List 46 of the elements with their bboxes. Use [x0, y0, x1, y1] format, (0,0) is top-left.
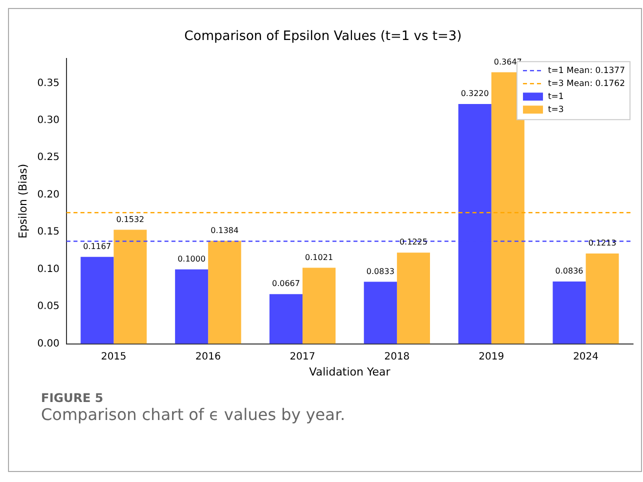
caption: FIGURE 5: [41, 391, 104, 405]
x-axis-title: Validation Year: [309, 365, 391, 378]
bar: [80, 256, 114, 344]
y-tick-label: 0.30: [37, 115, 60, 126]
y-tick-label: 0.15: [37, 226, 60, 238]
text: Comparison chart of ϵ values by year.: [41, 405, 346, 424]
legend-label: t=3 Mean: 0.1762: [548, 78, 625, 89]
data-label: 0.0833: [366, 266, 394, 276]
data-label: 0.1384: [210, 226, 239, 235]
bar: [552, 282, 586, 344]
bar: [586, 253, 619, 344]
data-label: 0.1167: [83, 242, 112, 251]
data-label: 0.1225: [399, 238, 428, 247]
data-label: 0.0836: [555, 266, 584, 276]
x-tick-label: 2015: [100, 351, 126, 362]
x-tick-label: 2016: [195, 351, 221, 362]
data-label: 0.1021: [305, 252, 334, 262]
y-tick-label: 0.05: [37, 301, 60, 312]
chart-title: Comparison of Epsilon Values (t=1 vs t=3): [184, 29, 462, 44]
bar: [396, 252, 430, 344]
legend-label: t=1: [548, 92, 564, 102]
y-axis-title: Epsilon (Bias): [16, 164, 30, 239]
data-label: 0.3220: [460, 89, 489, 98]
bar: [114, 230, 147, 344]
y-tick-label: 0.10: [37, 264, 60, 275]
data-label: 0.1000: [178, 254, 206, 264]
x-tick-label: 2018: [384, 351, 410, 362]
bar: [175, 269, 208, 344]
bar: [364, 282, 397, 344]
legend-label: t=3: [548, 104, 564, 115]
data-label: 0.1532: [116, 214, 144, 224]
data-label: 0.3647: [494, 57, 522, 66]
x-tick-label: 2024: [573, 351, 599, 362]
y-tick-label: 0.25: [37, 152, 60, 164]
x-tick-label: 2017: [290, 351, 316, 362]
legend-label: t=1 Mean: 0.1377: [548, 66, 625, 76]
bar: [491, 72, 524, 344]
bar: [302, 268, 336, 344]
y-tick-label: 0.20: [37, 189, 60, 200]
data-label: 0.1213: [588, 238, 616, 248]
y-tick-label: 0.35: [37, 78, 60, 89]
x-tick-label: 2019: [478, 351, 504, 362]
y-tick-label: 0.00: [37, 338, 60, 350]
bar: [269, 294, 303, 344]
bar: [208, 240, 242, 344]
data-label: 0.0667: [272, 279, 300, 288]
